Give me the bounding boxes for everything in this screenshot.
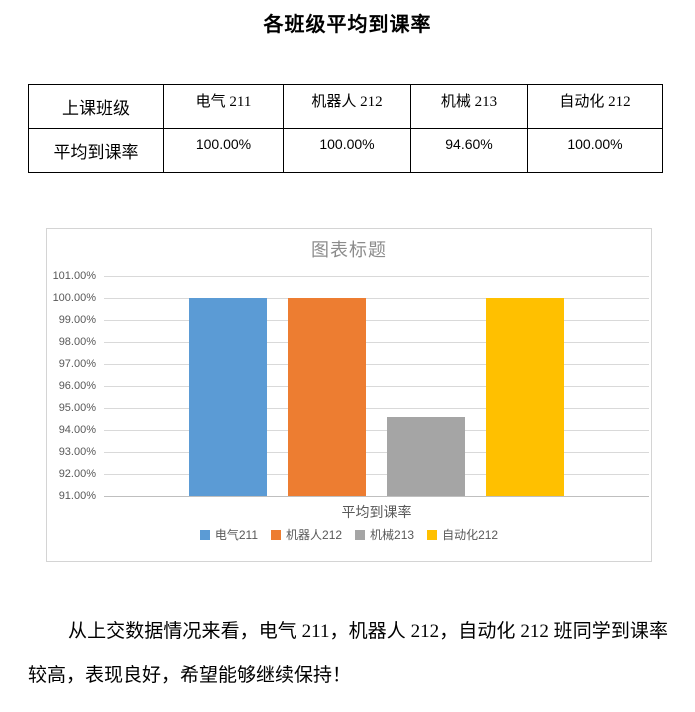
gridline [104, 408, 649, 409]
table-cell-rate-1: 100.00% [163, 128, 284, 173]
legend-item: 机械213 [355, 526, 414, 543]
gridline [104, 364, 649, 365]
chart-legend: 电气211 机器人212 机械213 自动化212 [47, 526, 651, 543]
chart-title: 图表标题 [311, 240, 387, 260]
bar-机器人212 [288, 298, 366, 496]
bar-电气211 [189, 298, 267, 496]
legend-label: 电气211 [214, 528, 259, 542]
body-paragraph: 从上交数据情况来看，电气 211，机器人 212，自动化 212 班同学到课率较… [28, 621, 668, 686]
table-cell-rate-4: 100.00% [527, 128, 663, 173]
y-axis-tick-label: 95.00% [58, 402, 96, 414]
table-cell-row-label: 上课班级 [28, 84, 164, 129]
table-cell-class-2: 机器人 212 [283, 84, 411, 129]
legend-marker [199, 529, 210, 540]
legend-label: 自动化212 [442, 528, 499, 542]
gridline [104, 474, 649, 475]
legend-label: 机器人212 [286, 528, 343, 542]
table-cell-rate-2: 100.00% [283, 128, 411, 173]
attendance-table: 上课班级 电气 211 机器人 212 机械 213 自动化 212 平均到课率… [28, 84, 663, 173]
bar-机械213 [387, 417, 465, 496]
y-axis-tick-label: 91.00% [58, 490, 96, 502]
table-row-header: 上课班级 电气 211 机器人 212 机械 213 自动化 212 [28, 84, 663, 129]
bar-自动化212 [486, 298, 564, 496]
legend-marker [355, 529, 366, 540]
gridline [104, 496, 649, 497]
gridline [104, 452, 649, 453]
table-cell-class-4: 自动化 212 [527, 84, 663, 129]
gridline [104, 276, 649, 277]
y-axis-tick-label: 100.00% [52, 292, 96, 304]
y-axis-tick-label: 92.00% [58, 468, 96, 480]
table-cell-class-1: 电气 211 [163, 84, 284, 129]
y-axis-tick-label: 98.00% [58, 336, 96, 348]
legend-item: 机器人212 [271, 526, 342, 543]
document-title: 各班级平均到课率 [263, 14, 432, 36]
table-cell-class-3: 机械 213 [410, 84, 528, 129]
y-axis-tick-label: 99.00% [58, 314, 96, 326]
y-axis-tick-label: 96.00% [58, 380, 96, 392]
gridline [104, 342, 649, 343]
legend-marker [427, 529, 438, 540]
legend-marker [271, 529, 282, 540]
table-cell-row-label: 平均到课率 [28, 128, 164, 173]
gridline [104, 386, 649, 387]
y-axis-tick-label: 101.00% [52, 270, 96, 282]
y-axis-tick-label: 94.00% [58, 424, 96, 436]
y-axis-tick-label: 97.00% [58, 358, 96, 370]
gridline [104, 320, 649, 321]
legend-item: 电气211 [199, 526, 259, 543]
gridline [104, 298, 649, 299]
table-cell-rate-3: 94.60% [410, 128, 528, 173]
attendance-bar-chart: 图表标题 平均到课率 电气211 机器人212 机械213 自动化212 101.00… [46, 228, 652, 562]
gridline [104, 430, 649, 431]
table-row-values: 平均到课率 100.00% 100.00% 94.60% 100.00% [28, 128, 663, 173]
y-axis-tick-label: 93.00% [58, 446, 96, 458]
legend-item: 自动化212 [427, 526, 498, 543]
x-axis-category-label: 平均到课率 [341, 504, 412, 520]
legend-label: 机械213 [370, 528, 415, 542]
